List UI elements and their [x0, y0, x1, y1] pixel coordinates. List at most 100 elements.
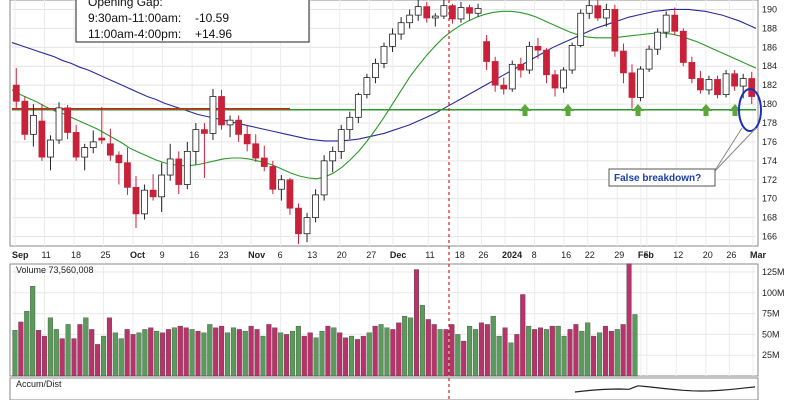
- volume-bar: [171, 327, 177, 377]
- volume-bar: [349, 335, 355, 377]
- candle-body: [671, 14, 679, 32]
- volume-axis-labels: 125M 100M 75M 50M 25M: [762, 267, 785, 360]
- info-line-3-label: 11:00am-4:00pm:: [88, 27, 181, 41]
- volume-bar: [124, 329, 130, 377]
- candle-body: [166, 158, 174, 176]
- date-tick-label: 11: [41, 250, 50, 260]
- date-tick-label: 26: [726, 250, 736, 260]
- candle-body: [132, 186, 140, 215]
- volume-panel-frame: [9, 263, 759, 377]
- volume-bar: [597, 332, 603, 377]
- candle-body: [483, 41, 491, 62]
- date-tick-label: Mar: [750, 250, 767, 260]
- date-tick-label: 13: [307, 250, 317, 260]
- volume-bar: [160, 332, 166, 377]
- volume-bar: [396, 322, 402, 377]
- candle-body: [705, 79, 713, 91]
- volume-bar: [12, 330, 18, 377]
- candle-body: [534, 45, 542, 51]
- false-breakdown-annotation: False breakdown?: [608, 88, 762, 187]
- accum-dist-polyline: [574, 385, 756, 393]
- volume-bar: [360, 335, 366, 377]
- date-tick-label: 12: [673, 250, 683, 260]
- volume-bar: [154, 330, 160, 377]
- volume-bar: [508, 342, 514, 377]
- volume-bar: [142, 329, 148, 377]
- candle-body: [12, 84, 20, 102]
- candle-body: [320, 160, 328, 196]
- candle-body: [568, 45, 576, 71]
- volume-bar: [537, 327, 543, 377]
- volume-tick-label: 25M: [762, 350, 780, 360]
- price-tick-label: 168: [762, 213, 777, 223]
- candle-body: [243, 133, 251, 145]
- volume-bar: [502, 327, 508, 377]
- volume-bar: [266, 324, 272, 377]
- volume-bar: [47, 317, 53, 377]
- volume-bar: [24, 310, 30, 377]
- date-tick-label: 29: [614, 250, 624, 260]
- callout-line-b: [713, 127, 757, 173]
- candle-body: [739, 78, 747, 87]
- support-arrow: [632, 104, 644, 116]
- candle-body: [64, 107, 71, 133]
- volume-bar: [585, 322, 591, 377]
- volume-bar: [478, 322, 484, 377]
- candle-body: [543, 49, 550, 76]
- candle-body: [423, 6, 431, 19]
- candle-body: [72, 132, 80, 158]
- volume-bar: [59, 338, 65, 377]
- volume-bar: [490, 315, 496, 377]
- candle-body: [201, 129, 208, 134]
- candle-body: [218, 96, 225, 126]
- moving-average-lines: [11, 8, 757, 180]
- date-tick-label: Nov: [248, 250, 265, 260]
- volume-bar: [195, 330, 201, 377]
- callout-line-a: [713, 127, 743, 173]
- volume-bar: [89, 329, 95, 377]
- volume-bar: [520, 294, 526, 377]
- volume-bar: [449, 324, 455, 377]
- candle-body: [303, 217, 311, 235]
- date-tick-label: 6: [278, 250, 283, 260]
- price-tick-label: 172: [762, 175, 777, 185]
- candle-body: [141, 189, 148, 215]
- accum-dist-line: [574, 385, 756, 393]
- candle-body: [21, 100, 29, 135]
- volume-bar: [532, 329, 538, 377]
- volume-bar: [526, 325, 532, 377]
- volume-bar: [30, 285, 36, 377]
- price-tick-label: 184: [762, 61, 777, 71]
- ma-long-line: [11, 8, 757, 142]
- price-tick-label: 178: [762, 118, 777, 128]
- volume-bar: [165, 329, 171, 377]
- volume-bar: [207, 324, 213, 377]
- support-arrows: [519, 104, 741, 116]
- date-tick-label: 16: [561, 250, 571, 260]
- candle-body: [491, 61, 499, 86]
- volume-bar: [549, 325, 555, 377]
- volume-bar: [437, 329, 443, 377]
- price-tick-label: 166: [762, 232, 777, 242]
- date-tick-label: Sep: [12, 250, 29, 260]
- candle-body: [431, 15, 439, 19]
- candle-body: [585, 5, 593, 14]
- candle-body: [158, 174, 166, 198]
- volume-bar: [319, 330, 325, 377]
- volume-bar: [579, 330, 585, 377]
- candle-body: [81, 147, 89, 158]
- volume-bar: [455, 334, 461, 377]
- volume-bar: [219, 325, 225, 377]
- volume-bar: [313, 337, 319, 377]
- volume-bar: [354, 339, 360, 377]
- volume-bar: [431, 324, 437, 377]
- volume-bar: [272, 327, 278, 377]
- volume-bar: [567, 329, 573, 377]
- volume-tick-label: 50M: [762, 329, 780, 339]
- candle-body: [106, 143, 114, 156]
- candle-body: [414, 6, 422, 16]
- candle-body: [397, 22, 405, 35]
- price-tick-label: 190: [762, 4, 777, 14]
- price-tick-label: 186: [762, 42, 777, 52]
- candle-body: [551, 74, 559, 89]
